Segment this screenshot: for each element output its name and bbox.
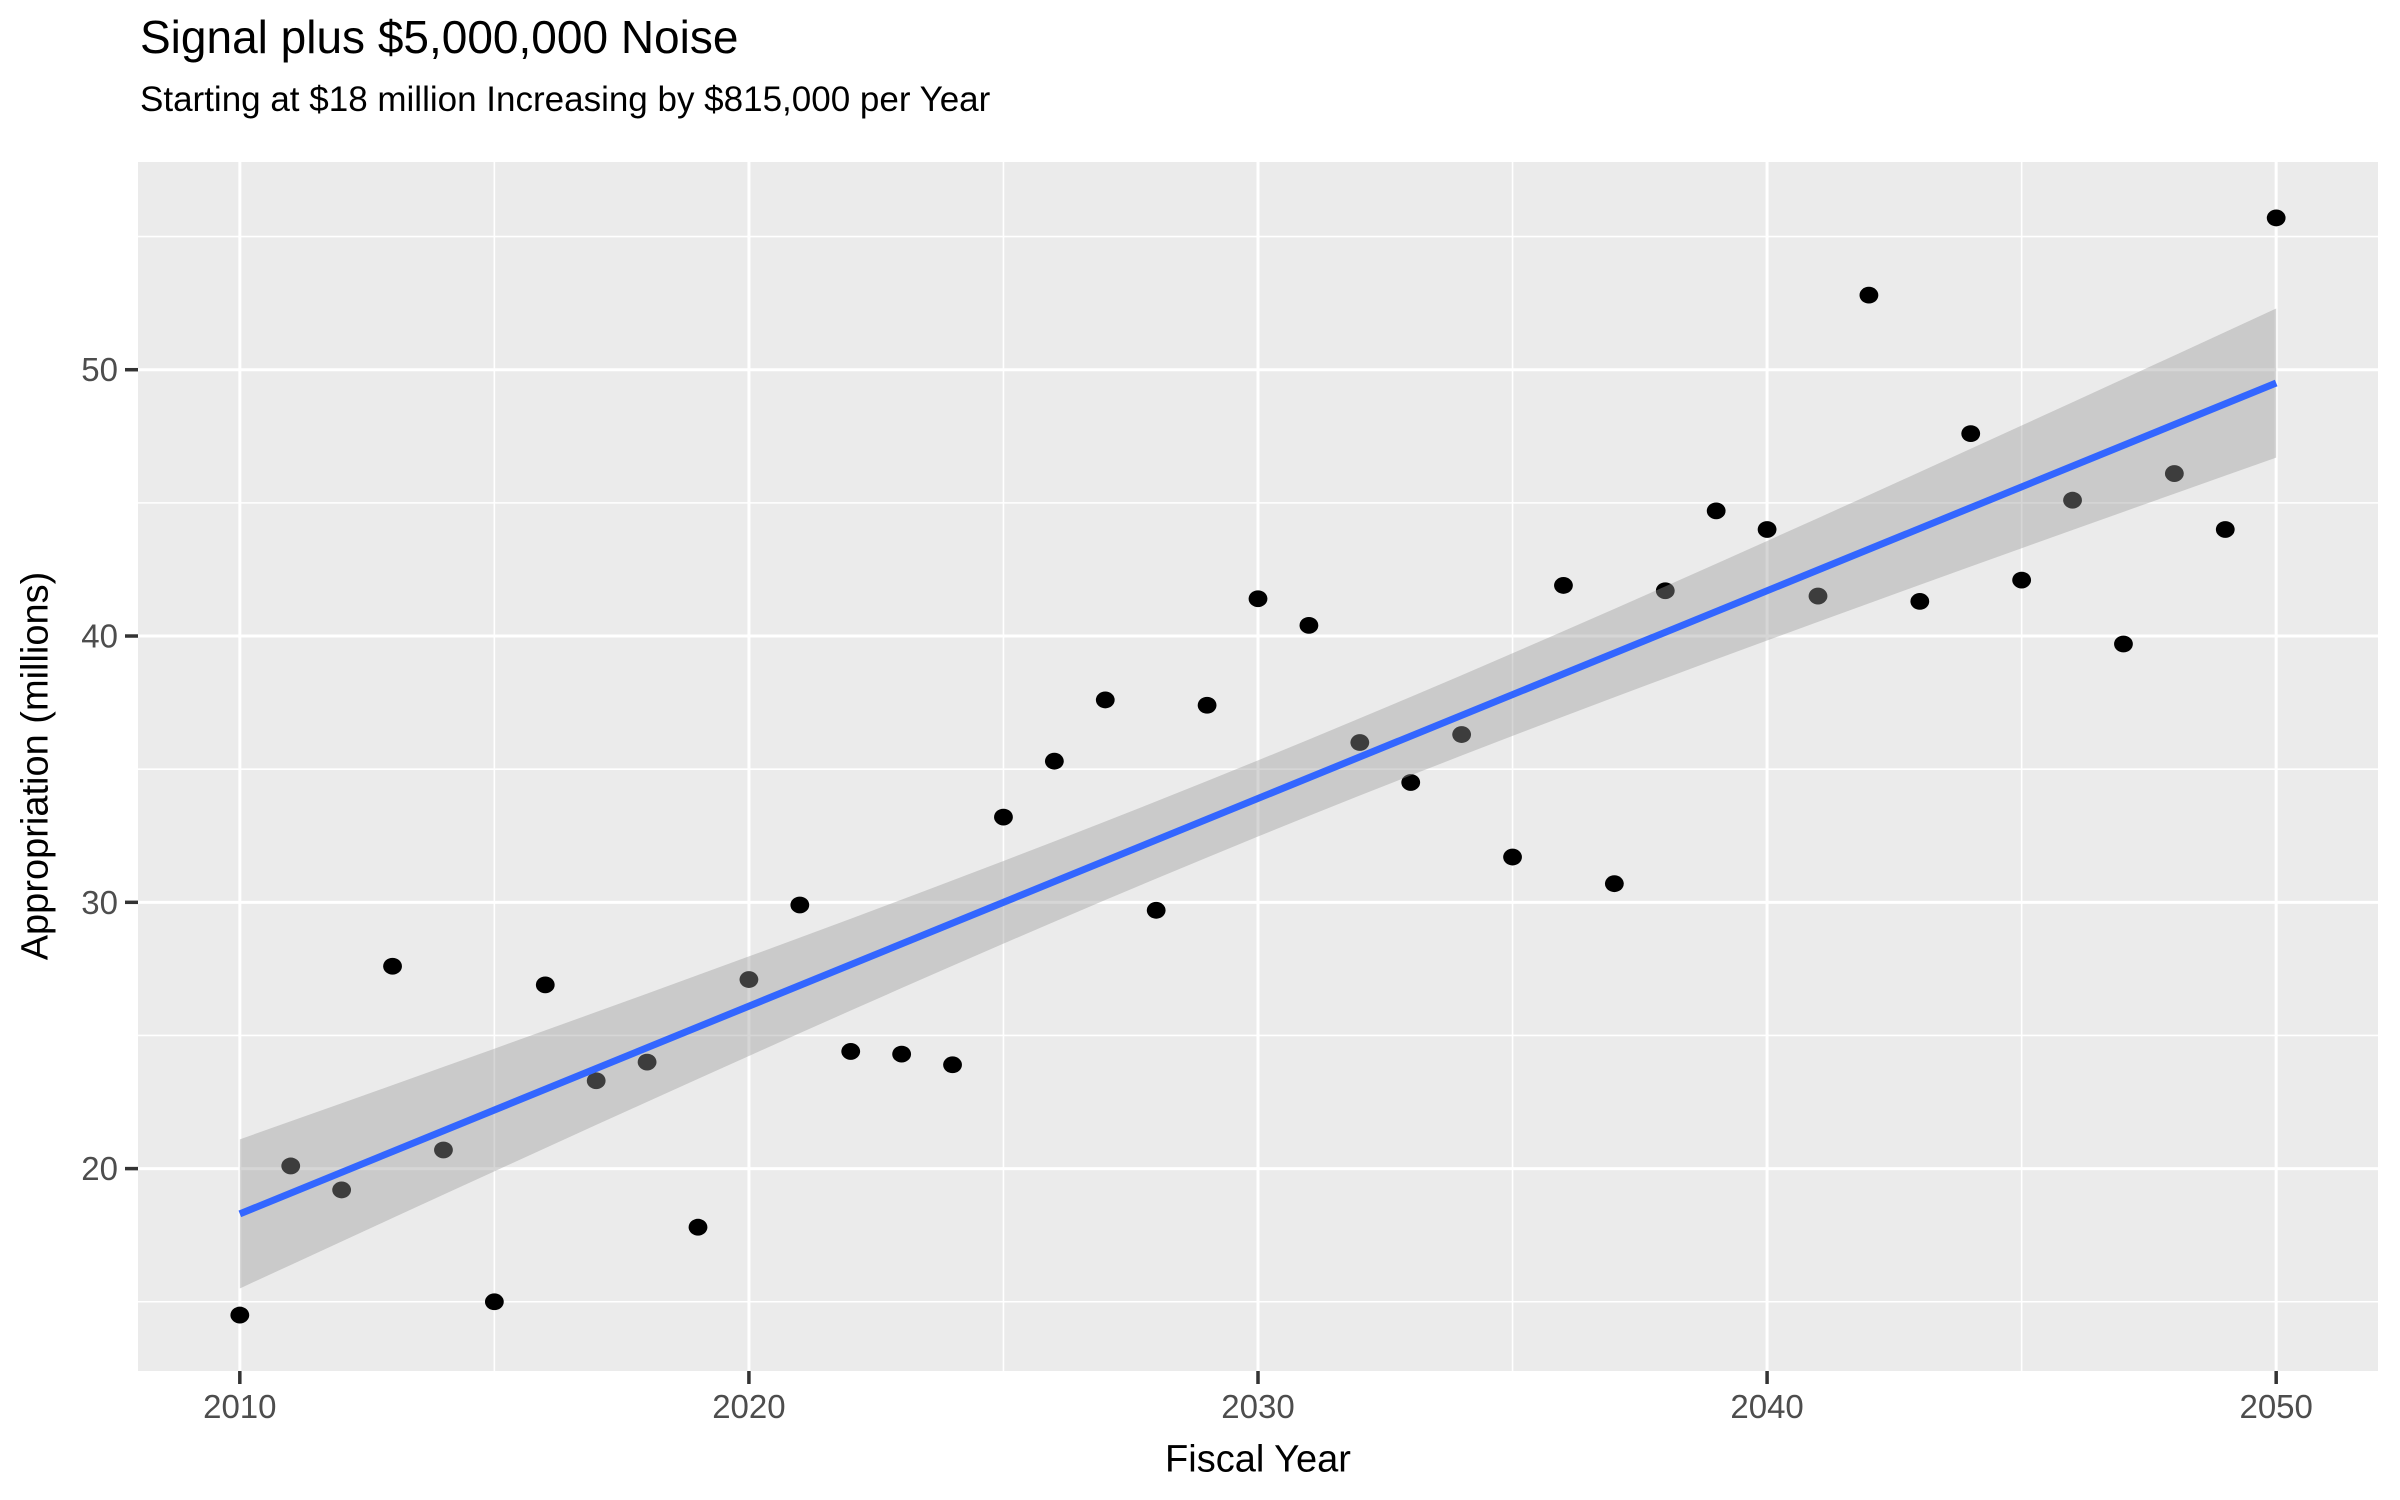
data-point xyxy=(1910,592,1930,610)
data-point xyxy=(1655,582,1675,600)
y-axis-title: Appropriation (millions) xyxy=(14,571,57,961)
data-point xyxy=(434,1141,453,1159)
data-point xyxy=(739,971,759,988)
data-point xyxy=(1859,286,1879,304)
regression-line xyxy=(238,379,2278,1218)
data-point xyxy=(1248,590,1268,608)
data-point xyxy=(2012,571,2032,589)
data-point xyxy=(2114,635,2133,653)
x-axis-title: Fiscal Year xyxy=(1165,1438,1351,1481)
data-point xyxy=(281,1157,301,1175)
data-point xyxy=(1044,752,1064,770)
plot-subtitle: Starting at $18 million Increasing by $8… xyxy=(140,80,991,119)
data-point xyxy=(535,976,555,994)
data-point xyxy=(994,808,1013,826)
data-point xyxy=(1146,901,1166,919)
data-point xyxy=(1808,587,1828,605)
data-point xyxy=(484,1293,504,1311)
data-point xyxy=(1757,521,1777,538)
data-point xyxy=(1452,726,1472,743)
y-tick-label: 50 xyxy=(81,351,118,388)
x-tick-label: 2040 xyxy=(1730,1388,1803,1425)
data-point xyxy=(2063,491,2082,509)
data-point xyxy=(1503,848,1522,866)
x-tick-label: 2050 xyxy=(2239,1388,2312,1425)
y-tick-label: 20 xyxy=(81,1150,118,1187)
data-point xyxy=(2164,465,2184,482)
x-tick-label: 2010 xyxy=(203,1388,276,1425)
data-point xyxy=(2266,209,2286,227)
data-point xyxy=(383,957,402,975)
y-tick-label: 30 xyxy=(81,884,118,921)
data-point xyxy=(1299,616,1319,634)
data-point xyxy=(892,1045,912,1063)
data-point xyxy=(1554,577,1573,594)
data-point xyxy=(332,1181,352,1199)
data-point xyxy=(1706,502,1726,520)
data-point xyxy=(586,1072,606,1090)
data-point xyxy=(943,1056,962,1074)
data-point xyxy=(1350,734,1370,751)
data-point xyxy=(230,1306,250,1324)
x-tick-label: 2030 xyxy=(1221,1388,1294,1425)
data-point xyxy=(1401,774,1421,791)
plot-title: Signal plus $5,000,000 Noise xyxy=(140,11,739,63)
data-point xyxy=(790,896,810,914)
data-point xyxy=(1604,875,1624,893)
data-point xyxy=(841,1043,861,1060)
x-tick-label: 2020 xyxy=(712,1388,785,1425)
data-point xyxy=(2215,521,2235,538)
data-point xyxy=(1095,691,1115,709)
data-point xyxy=(1197,696,1217,714)
data-point xyxy=(688,1218,708,1236)
y-tick-label: 40 xyxy=(81,618,118,655)
data-point xyxy=(1961,425,1981,443)
data-point xyxy=(637,1053,657,1071)
